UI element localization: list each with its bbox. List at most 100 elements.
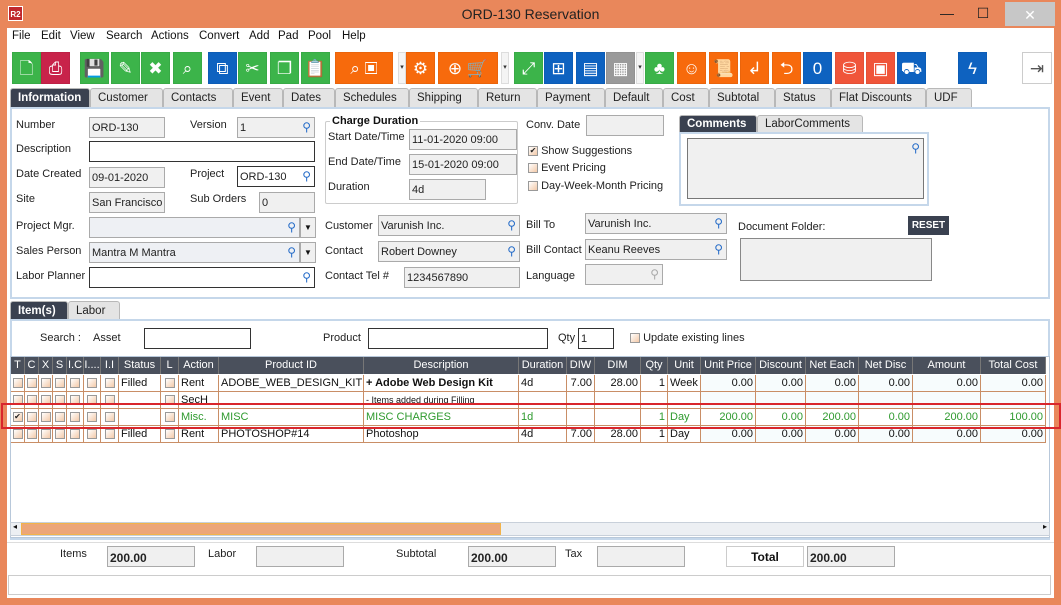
sub-orders-field[interactable]: 0	[259, 192, 315, 213]
search-icon[interactable]: ⚲	[302, 169, 311, 183]
end-datetime-field[interactable]: 15-01-2020 09:00	[409, 154, 517, 175]
cell-net-each[interactable]: 0.00	[806, 426, 859, 443]
cell-net-each[interactable]: 0.00	[806, 375, 859, 392]
menu-view[interactable]: View	[70, 30, 95, 42]
row-checkbox[interactable]	[70, 412, 80, 423]
row-checkbox[interactable]	[40, 412, 51, 423]
asset-search-input[interactable]	[144, 328, 251, 349]
tab-items[interactable]: Item(s)	[10, 301, 68, 319]
tab-event[interactable]: Event	[233, 88, 283, 107]
cell-diw[interactable]: 7.00	[567, 426, 595, 443]
row-checkbox[interactable]	[54, 429, 65, 440]
tab-dates[interactable]: Dates	[283, 88, 335, 107]
return-icon[interactable]: ↲	[740, 52, 769, 84]
cell-product-id[interactable]	[219, 392, 364, 409]
search-icon[interactable]: ⚲	[507, 244, 516, 258]
column-header[interactable]: Unit	[668, 357, 701, 374]
column-header[interactable]: Qty	[641, 357, 668, 374]
row-checkbox[interactable]	[26, 378, 37, 389]
expand-icon[interactable]: ⤢	[514, 52, 543, 84]
labor-planner-field[interactable]: ⚲	[89, 267, 315, 288]
row-checkbox[interactable]	[12, 429, 23, 440]
product-search-input[interactable]	[368, 328, 548, 349]
calendar-dropdown[interactable]: ▾	[636, 52, 644, 84]
bill-contact-field[interactable]: Keanu Reeves ⚲	[585, 239, 727, 260]
menu-pad[interactable]: Pad	[278, 30, 299, 42]
tab-comments[interactable]: Comments	[679, 115, 757, 132]
search-icon[interactable]: ⚲	[302, 270, 311, 284]
tab-shipping[interactable]: Shipping	[409, 88, 478, 107]
l-cell[interactable]	[161, 426, 179, 443]
cell-action[interactable]: Misc.	[179, 409, 219, 426]
cell-unit[interactable]: Day	[668, 426, 701, 443]
event-pricing-checkbox[interactable]: Event Pricing	[528, 162, 606, 174]
dwm-pricing-checkbox[interactable]: Day-Week-Month Pricing	[528, 180, 663, 192]
cell-net-disc[interactable]: 0.00	[859, 375, 913, 392]
cell-amount[interactable]: 0.00	[913, 375, 981, 392]
new-document-icon[interactable]: 🗋	[12, 52, 41, 84]
table-row[interactable]: Filled Rent ADOBE_WEB_DESIGN_KIT + Adobe We…	[11, 375, 1046, 392]
sales-person-field[interactable]: Mantra M Mantra ⚲	[89, 242, 300, 263]
exit-icon[interactable]: ⇥	[1022, 52, 1052, 84]
row-checkbox[interactable]	[26, 429, 37, 440]
number-field[interactable]: ORD-130	[89, 117, 165, 138]
checkbox[interactable]	[630, 333, 640, 344]
menu-actions[interactable]: Actions	[151, 30, 189, 42]
row-checkbox[interactable]	[104, 412, 115, 423]
cell-diw[interactable]	[567, 409, 595, 426]
row-checkbox[interactable]	[104, 429, 115, 440]
search-icon[interactable]: ⚲	[714, 216, 723, 230]
row-checkbox[interactable]: ✔	[12, 412, 23, 423]
project-field[interactable]: ORD-130 ⚲	[237, 166, 315, 187]
lightning-icon[interactable]: ϟ	[958, 52, 987, 84]
tab-flat-discounts[interactable]: Flat Discounts	[831, 88, 926, 107]
search-icon[interactable]: ⚲	[507, 218, 516, 232]
cell-product-id[interactable]: ADOBE_WEB_DESIGN_KIT	[219, 375, 364, 392]
menu-file[interactable]: File	[12, 30, 31, 42]
row-checkbox[interactable]	[40, 378, 51, 389]
cell-unit[interactable]	[668, 392, 701, 409]
row-checkbox[interactable]	[70, 378, 80, 389]
duration-field[interactable]: 4d	[409, 179, 486, 200]
show-suggestions-checkbox[interactable]: ✔ Show Suggestions	[528, 145, 632, 157]
row-checkbox[interactable]	[87, 412, 97, 423]
l-cell[interactable]	[161, 409, 179, 426]
column-header[interactable]: Status	[119, 357, 161, 374]
cell-product-id[interactable]: PHOTOSHOP#14	[219, 426, 364, 443]
components-icon[interactable]: ⚙	[406, 52, 435, 84]
tab-udf[interactable]: UDF	[926, 88, 972, 107]
row-checkbox[interactable]	[40, 429, 51, 440]
cell-status[interactable]: Filled	[119, 426, 161, 443]
cell-description[interactable]: - Items added during Filling	[364, 392, 519, 409]
cell-action[interactable]: Rent	[179, 426, 219, 443]
box-return-icon[interactable]: ⮌	[772, 52, 801, 84]
column-header[interactable]: I....	[84, 357, 101, 374]
cell-duration[interactable]: 4d	[519, 426, 567, 443]
update-existing-lines-checkbox[interactable]: Update existing lines	[630, 332, 745, 344]
table-row[interactable]: Filled Rent PHOTOSHOP#14 Photoshop 4d 7.00 28.…	[11, 426, 1046, 443]
column-header[interactable]: I.C	[67, 357, 84, 374]
cell-net-disc[interactable]: 0.00	[859, 409, 913, 426]
column-header[interactable]: DIM	[595, 357, 641, 374]
cell-duration[interactable]: 4d	[519, 375, 567, 392]
cell-status[interactable]	[119, 392, 161, 409]
cell-description[interactable]: MISC CHARGES	[364, 409, 519, 426]
cell-qty[interactable]: 1	[641, 426, 668, 443]
cell-total-cost[interactable]: 100.00	[981, 409, 1046, 426]
column-header[interactable]: L	[161, 357, 179, 374]
comments-textarea[interactable]: ⚲	[687, 138, 924, 199]
tab-labor[interactable]: Labor	[68, 301, 120, 319]
search-icon[interactable]: ⚲	[911, 141, 920, 155]
copy-zero-icon[interactable]: ⧉	[208, 52, 237, 84]
paste-icon[interactable]: 📋	[301, 52, 330, 84]
scrollbar-thumb[interactable]	[21, 523, 501, 535]
tab-return[interactable]: Return	[478, 88, 537, 107]
structure-icon[interactable]: ⊞	[544, 52, 573, 84]
cell-status[interactable]: Filled	[119, 375, 161, 392]
contact-tel-field[interactable]: 1234567890	[404, 267, 520, 288]
cell-action[interactable]: Rent	[179, 375, 219, 392]
menu-pool[interactable]: Pool	[308, 30, 332, 42]
cell-diw[interactable]: 7.00	[567, 375, 595, 392]
cell-description[interactable]: Photoshop	[364, 426, 519, 443]
row-l-checkbox[interactable]	[164, 412, 175, 423]
